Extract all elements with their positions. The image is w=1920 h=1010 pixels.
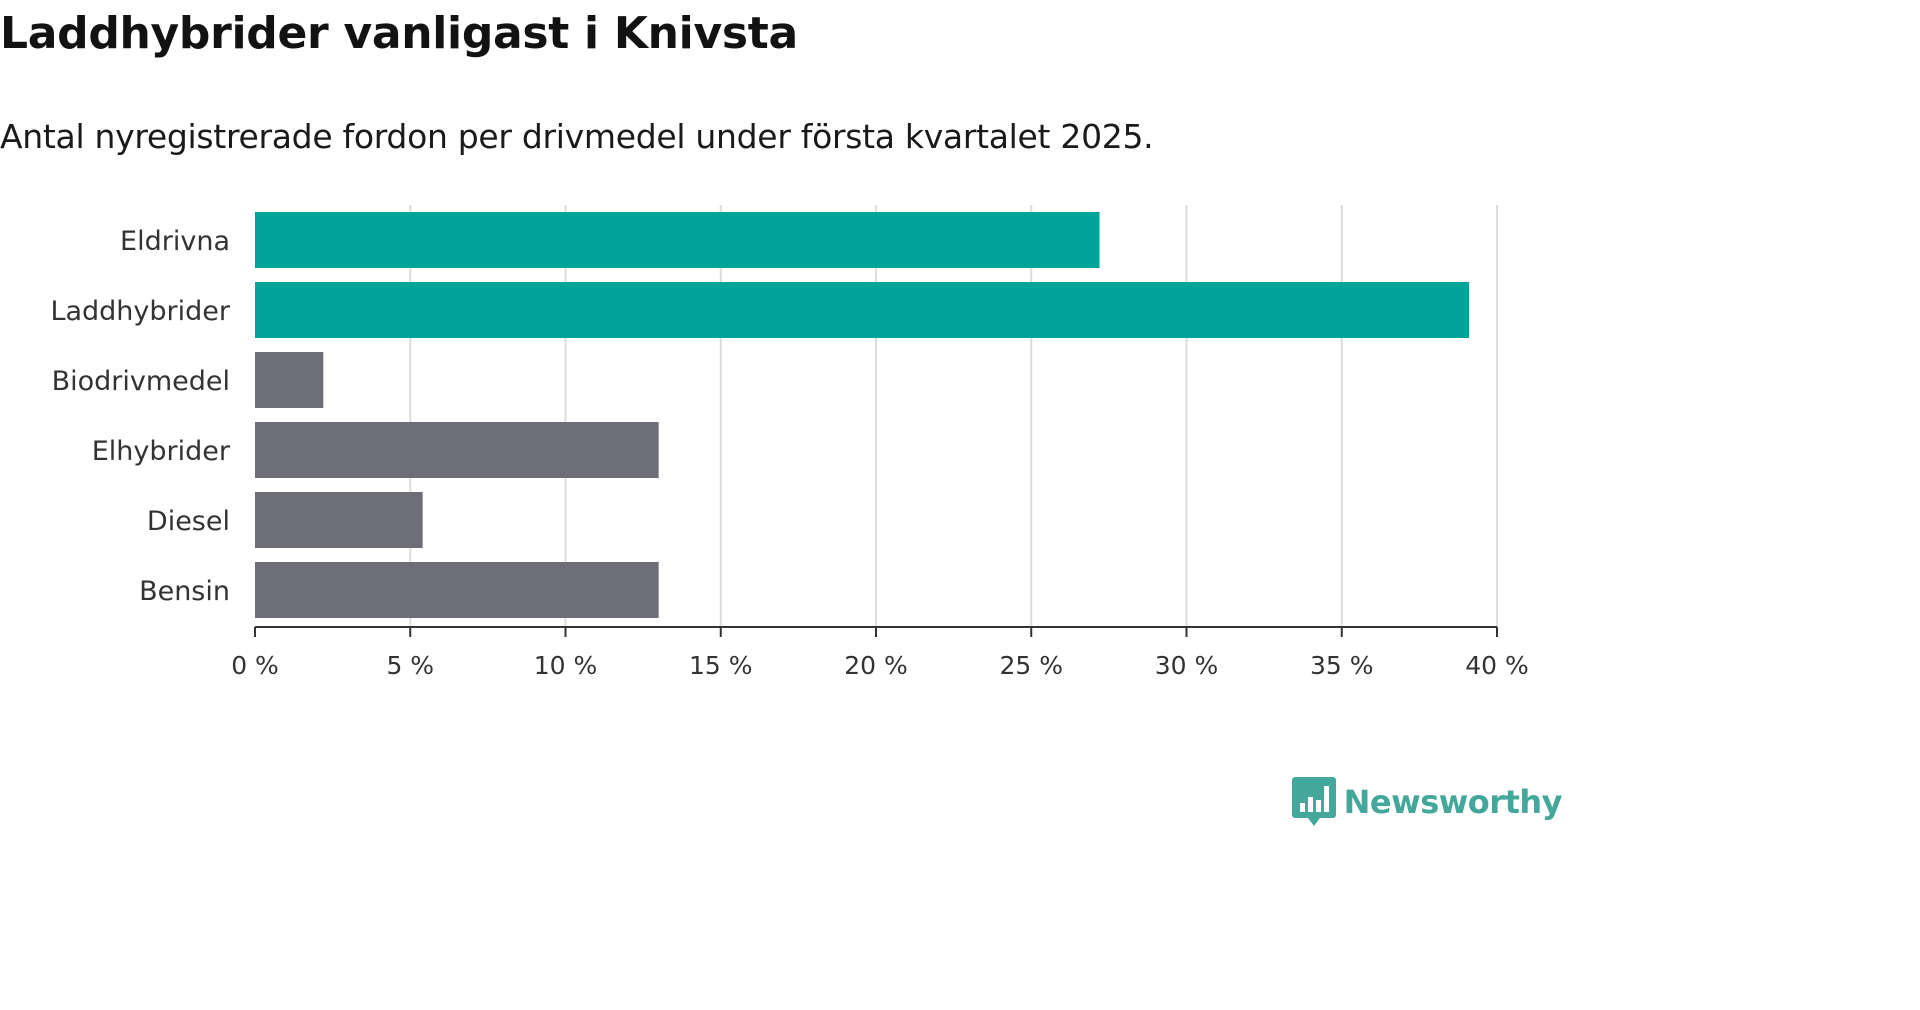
bar: [255, 282, 1470, 338]
bars: [255, 212, 1470, 618]
gridlines: [409, 205, 1498, 627]
category-label: Bensin: [139, 576, 230, 607]
bar: [255, 422, 659, 478]
chart-subtitle: Antal nyregistrerade fordon per drivmede…: [0, 117, 1154, 156]
x-tick-label: 20 %: [844, 651, 908, 680]
x-tick-label: 10 %: [534, 651, 598, 680]
x-tick-label: 35 %: [1310, 651, 1374, 680]
x-tick-label: 15 %: [689, 651, 753, 680]
bar: [255, 352, 324, 408]
bar: [255, 492, 423, 548]
category-label: Diesel: [147, 506, 230, 537]
x-axis: 0 % 5 % 10 % 15 % 20 % 25 % 30 % 35 % 40 %: [231, 626, 1529, 680]
category-label: Eldrivna: [120, 226, 230, 257]
bar: [255, 562, 659, 618]
x-tick-label: 5 %: [386, 651, 434, 680]
chart-title: Laddhybrider vanligast i Knivsta: [0, 8, 798, 59]
bar: [255, 212, 1100, 268]
category-label: Laddhybrider: [50, 296, 230, 327]
category-label: Elhybrider: [92, 436, 231, 467]
bar-chart: Eldrivna Laddhybrider Biodrivmedel Elhybrid…: [50, 205, 1529, 680]
x-tick-label: 40 %: [1465, 651, 1529, 680]
x-tick-label: 25 %: [999, 651, 1063, 680]
category-label: Biodrivmedel: [52, 366, 230, 397]
x-tick-label: 0 %: [231, 651, 279, 680]
x-tick-label: 30 %: [1155, 651, 1219, 680]
category-labels: Eldrivna Laddhybrider Biodrivmedel Elhybrid…: [50, 226, 230, 607]
brand-logo: Newsworthy: [1291, 777, 1563, 827]
bar-chart-speech-bubble-icon: [1291, 777, 1336, 826]
brand-name: Newsworthy: [1343, 783, 1563, 821]
